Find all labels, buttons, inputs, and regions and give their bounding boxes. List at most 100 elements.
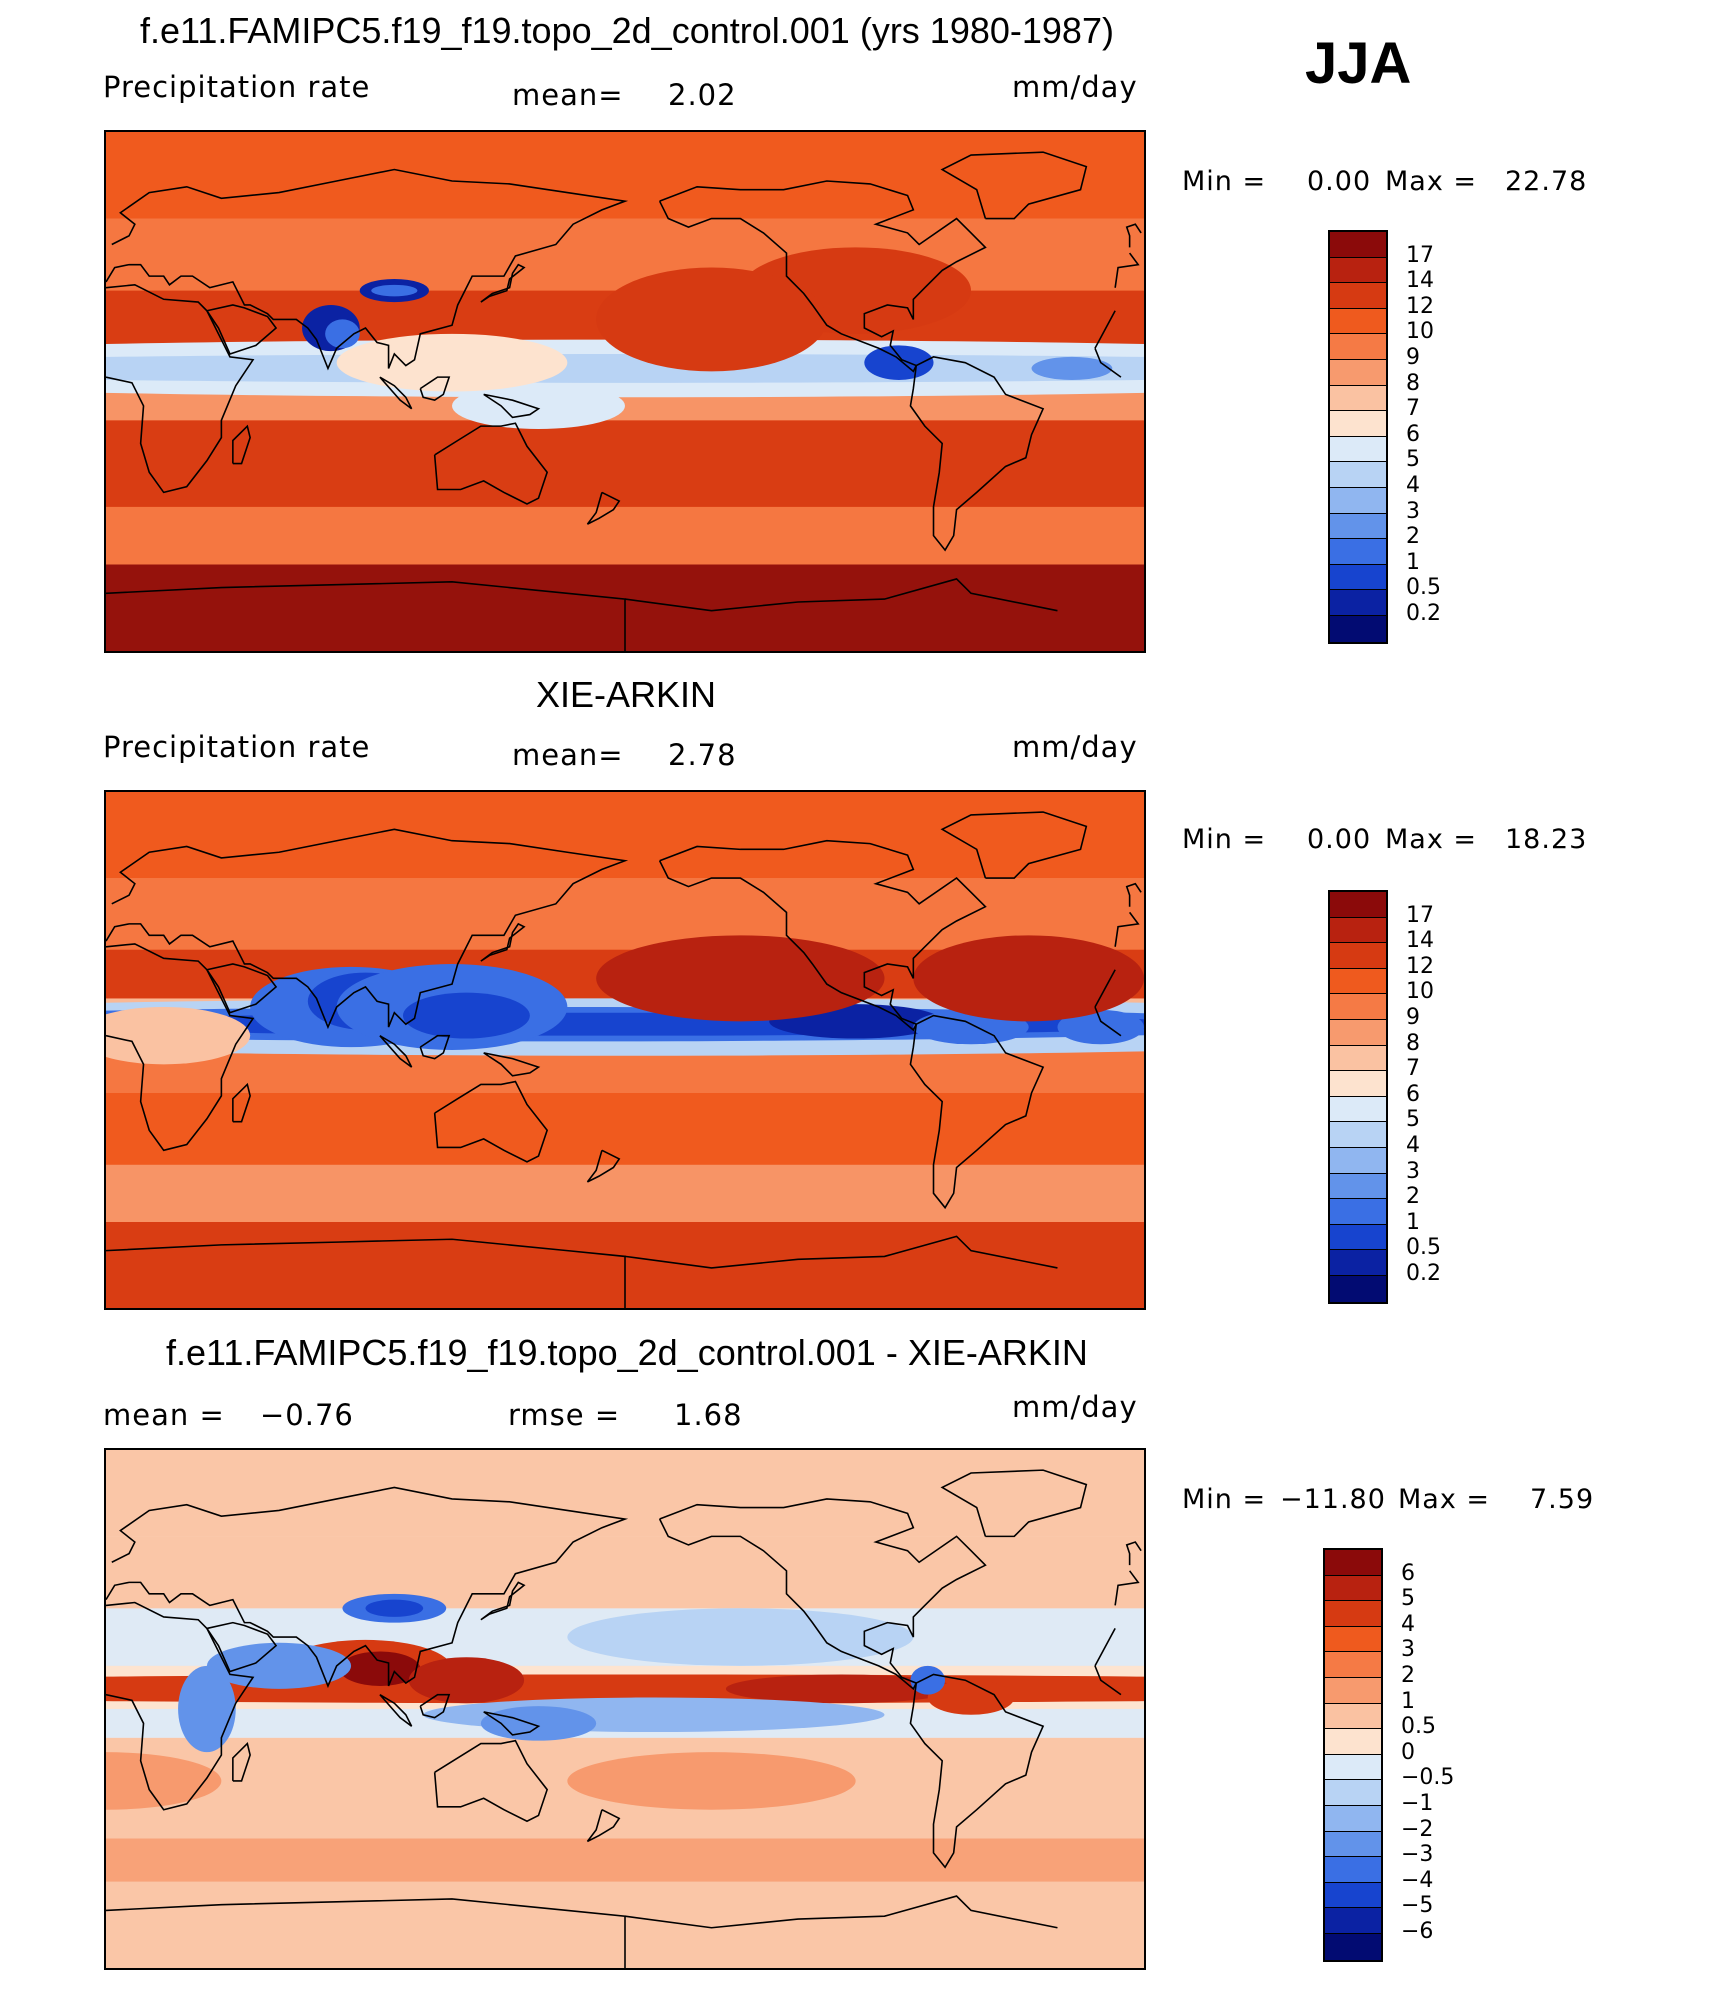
coastline xyxy=(586,1149,621,1183)
field-contour xyxy=(913,935,1144,1022)
panel3-max-label: Max = xyxy=(1398,1484,1491,1515)
field-band xyxy=(106,420,1144,507)
coastline xyxy=(106,1898,626,1968)
colorbar-tick-label: −0.5 xyxy=(1401,1765,1455,1791)
colorbar-tick-label: 14 xyxy=(1406,928,1434,954)
colorbar-swatch xyxy=(1330,943,1386,969)
panel3-min-label: Min = xyxy=(1182,1484,1267,1515)
panel1-variable-label: Precipitation rate xyxy=(103,70,371,104)
coastline xyxy=(206,963,278,1014)
coastline xyxy=(624,1895,1058,1929)
colorbar-swatch xyxy=(1330,1071,1386,1097)
colorbar-swatch xyxy=(1330,892,1386,918)
colorbar-tick-label: 3 xyxy=(1401,1637,1415,1663)
colorbar-tick-label: 9 xyxy=(1406,345,1420,370)
colorbar-swatch xyxy=(1330,1199,1386,1225)
coastline xyxy=(1094,310,1116,349)
colorbar-tick-label: 6 xyxy=(1406,1081,1420,1107)
coastline xyxy=(106,1486,629,1689)
colorbar-swatch xyxy=(1330,232,1386,258)
colorbar-swatch xyxy=(1330,462,1386,488)
panel2-units: mm/day xyxy=(1012,730,1138,764)
colorbar-swatch xyxy=(1330,257,1386,284)
coastline xyxy=(379,1693,413,1727)
colorbar-tick-label: 12 xyxy=(1406,953,1434,979)
coastline xyxy=(940,151,1088,220)
coastline xyxy=(1114,1570,1140,1606)
field-contour xyxy=(325,319,360,349)
colorbar-swatch xyxy=(1330,411,1386,437)
colorbar-tick-label: 3 xyxy=(1406,1158,1420,1184)
colorbar-swatch xyxy=(1325,1550,1381,1576)
coastline xyxy=(909,1014,1045,1210)
colorbar-tick-label: 14 xyxy=(1406,268,1434,294)
colorbar-tick-label: 6 xyxy=(1406,421,1420,447)
colorbar-swatch xyxy=(1330,615,1386,642)
coastline xyxy=(106,828,629,1030)
panel3-mean-value: −0.76 xyxy=(260,1398,354,1432)
colorbar-swatch xyxy=(1330,308,1386,335)
panel3-min-value: −11.80 xyxy=(1280,1484,1386,1515)
coastline xyxy=(1094,1006,1122,1037)
colorbar-swatch xyxy=(1325,1703,1381,1730)
field-band xyxy=(106,506,1144,565)
coastline xyxy=(1094,347,1122,378)
field-band xyxy=(106,1164,1144,1222)
colorbar-swatch xyxy=(1330,1173,1386,1200)
field-band xyxy=(106,218,1144,291)
coastline xyxy=(1114,911,1140,947)
colorbar-swatch xyxy=(1330,1122,1386,1148)
colorbar-swatch xyxy=(1330,1147,1386,1174)
field-contour xyxy=(910,1665,946,1695)
map-svg xyxy=(106,132,1144,651)
colorbar-tick-label: 17 xyxy=(1406,242,1434,268)
coastline xyxy=(106,943,255,1152)
colorbar-tick-label: 0.2 xyxy=(1406,1261,1441,1286)
colorbar-box xyxy=(1328,230,1388,644)
colorbar-swatch xyxy=(1325,1933,1381,1960)
colorbar-swatch xyxy=(1325,1882,1381,1909)
colorbar-swatch xyxy=(1325,1908,1381,1934)
coastline xyxy=(232,1082,251,1123)
field-contour xyxy=(365,1599,424,1617)
coastline xyxy=(586,491,621,525)
colorbar-tick-label: 4 xyxy=(1406,1133,1420,1158)
colorbar-tick-label: 5 xyxy=(1406,447,1420,473)
colorbar-tick-label: 0.2 xyxy=(1406,601,1441,626)
colorbar-tick-label: 10 xyxy=(1406,319,1434,345)
coastline xyxy=(1125,223,1142,248)
field-contour xyxy=(596,935,885,1022)
field-contour xyxy=(106,354,1144,383)
field-band xyxy=(106,1050,1144,1093)
colorbar-swatch xyxy=(1330,1045,1386,1072)
panel2-title: XIE-ARKIN xyxy=(536,674,717,715)
colorbar-box xyxy=(1328,890,1388,1304)
field-contour xyxy=(480,1706,597,1741)
colorbar-swatch xyxy=(1330,564,1386,591)
field-contour xyxy=(567,1608,914,1666)
colorbar-tick-label: −4 xyxy=(1401,1867,1434,1893)
panel2-min-value: 0.00 xyxy=(1307,824,1372,855)
coastline xyxy=(106,283,255,494)
colorbar-swatch xyxy=(1325,1677,1381,1704)
colorbar-swatch xyxy=(1325,1805,1381,1832)
coastline xyxy=(940,1469,1088,1538)
colorbar-tick-label: 1 xyxy=(1401,1688,1415,1714)
coastline xyxy=(379,1035,413,1068)
colorbar-swatch xyxy=(1330,1019,1386,1046)
colorbar-box xyxy=(1323,1548,1383,1962)
colorbar-swatch xyxy=(1325,1857,1381,1883)
colorbar-tick-label: 3 xyxy=(1406,498,1420,524)
colorbar-swatch xyxy=(1330,968,1386,995)
panel2-min-label: Min = xyxy=(1182,824,1267,855)
field-contour xyxy=(567,1752,856,1810)
coastline xyxy=(658,839,987,1032)
coastline xyxy=(206,304,278,355)
coastline xyxy=(206,1621,278,1673)
colorbar-tick-label: 10 xyxy=(1406,979,1434,1005)
colorbar-swatch xyxy=(1330,1224,1386,1251)
colorbar-tick-label: −5 xyxy=(1401,1893,1434,1919)
field-contour xyxy=(336,333,568,392)
colorbar-swatch xyxy=(1330,590,1386,616)
coastline xyxy=(433,1080,549,1163)
